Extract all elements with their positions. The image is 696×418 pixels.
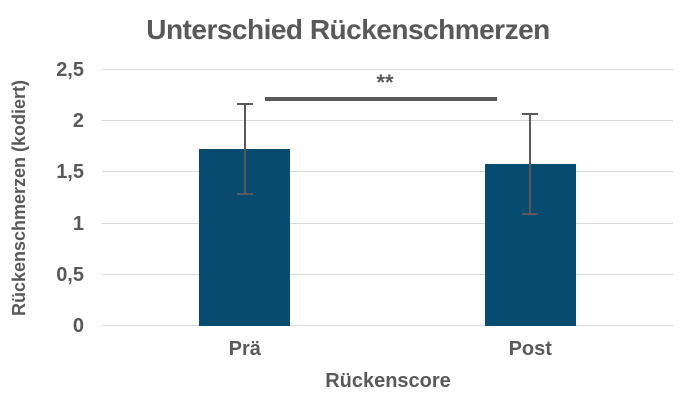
y-tick-label: 2,5 <box>56 59 84 81</box>
error-bar-line <box>243 102 246 195</box>
x-tick-label-post: Post <box>508 338 552 360</box>
significance-stars: ** <box>376 69 394 95</box>
x-tick-label-prä: Prä <box>228 338 261 360</box>
gridline <box>102 69 673 70</box>
gridline <box>102 325 673 326</box>
y-axis-title: Rückenschmerzen (kodiert) <box>9 79 29 317</box>
y-tick-label: 1 <box>72 212 84 235</box>
y-tick-label: 1,5 <box>56 161 84 184</box>
plot-area: ** <box>102 69 673 326</box>
chart-title: Unterschied Rückenschmerzen <box>146 14 550 45</box>
y-tick-label: 0 <box>72 315 84 337</box>
y-tick-label: 0,5 <box>56 263 84 286</box>
y-tick-label: 2 <box>72 110 84 133</box>
gridline <box>102 273 673 275</box>
error-bar-line <box>529 113 532 216</box>
error-bar-cap <box>236 102 253 105</box>
significance-bracket-line <box>264 96 498 101</box>
gridline <box>102 222 673 224</box>
error-bar-cap <box>522 213 539 216</box>
error-bar-cap <box>236 192 253 195</box>
error-bar-cap <box>522 113 539 115</box>
x-axis-title: Rückenscore <box>325 370 451 392</box>
gridline <box>102 120 673 122</box>
gridline <box>102 171 673 173</box>
